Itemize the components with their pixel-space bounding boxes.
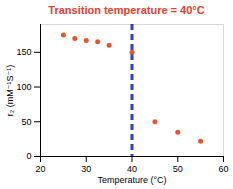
svg-text:150: 150: [16, 47, 31, 57]
svg-text:0: 0: [26, 151, 31, 161]
html-text:Transition temperature = 40°C: Transition temperature = 40°C: [48, 4, 205, 16]
svg-text:30: 30: [81, 164, 91, 174]
svg-text:40: 40: [127, 164, 137, 174]
svg-text:60: 60: [218, 164, 228, 174]
svg-text:50: 50: [21, 117, 31, 127]
svg-text:100: 100: [16, 82, 31, 92]
svg-text:Temperature (°C): Temperature (°C): [97, 175, 166, 185]
svg-text:50: 50: [173, 164, 183, 174]
svg-text:r₂ (mM⁻¹S⁻¹): r₂ (mM⁻¹S⁻¹): [5, 65, 15, 116]
svg-text:20: 20: [35, 164, 45, 174]
